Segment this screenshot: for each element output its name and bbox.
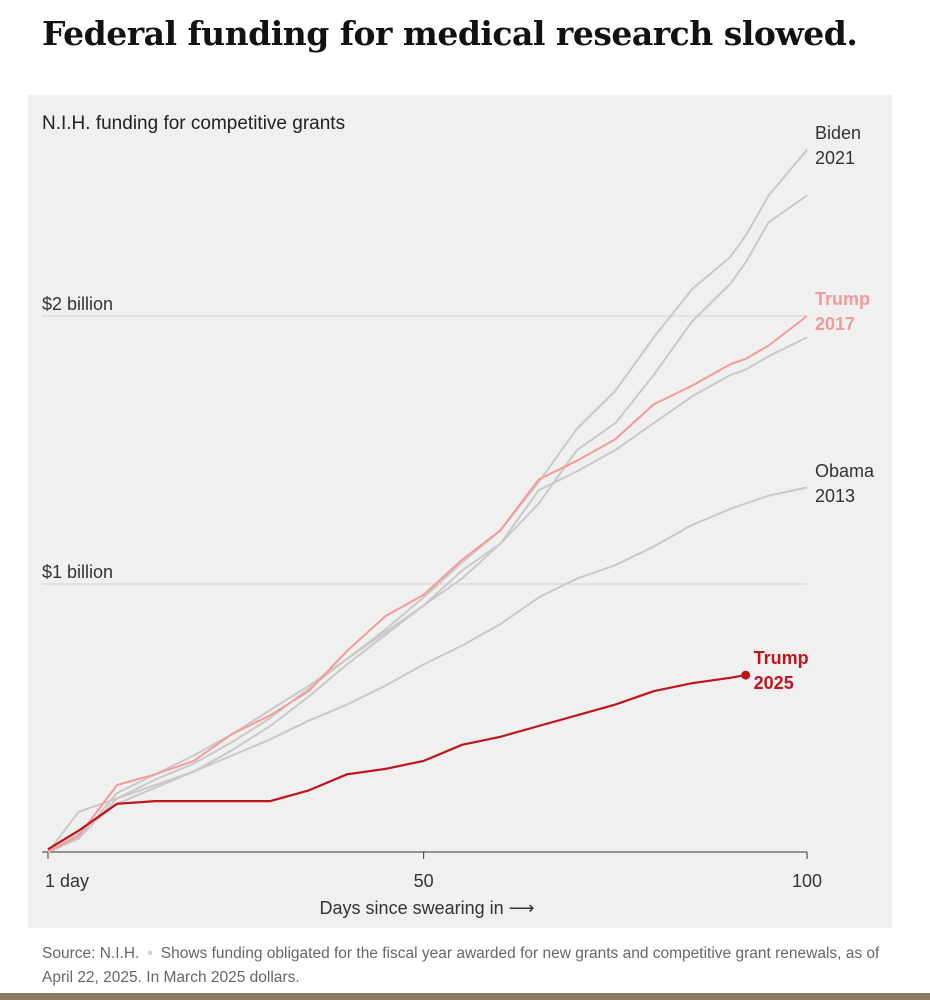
y-tick-label: $1 billion (42, 562, 113, 582)
series-line (47, 194, 808, 853)
chart: N.I.H. funding for competitive grants Da… (42, 113, 822, 918)
series-line (47, 315, 808, 853)
end-point (741, 670, 751, 680)
series-label: Obama 2013 (815, 460, 875, 506)
note: Shows funding obligated for the fiscal y… (42, 945, 880, 986)
series-line (47, 486, 808, 853)
x-tick-label: 1 day (45, 871, 89, 891)
chart-title: N.I.H. funding for competitive grants (42, 113, 345, 134)
series-label: Trump 2017 (815, 289, 871, 334)
series-line (47, 336, 808, 853)
page-title: Federal funding for medical research slo… (42, 14, 858, 53)
footer: Source: N.I.H. • Shows funding obligated f… (42, 942, 882, 990)
x-axis-title: Days since swearing in ⟶ (320, 898, 535, 918)
y-tick-label: $2 billion (42, 294, 113, 314)
separator: • (147, 945, 153, 962)
decorative-strip (0, 993, 930, 1000)
x-tick-label: 100 (792, 871, 822, 891)
series-label: Biden 2021 (815, 122, 862, 168)
source: Source: N.I.H. (42, 945, 140, 962)
series-line (47, 674, 746, 851)
series-line (47, 149, 808, 853)
series-label: Trump 2025 (753, 648, 809, 694)
x-tick-label: 50 (414, 871, 434, 891)
chart-panel: N.I.H. funding for competitive grants Da… (28, 95, 892, 928)
